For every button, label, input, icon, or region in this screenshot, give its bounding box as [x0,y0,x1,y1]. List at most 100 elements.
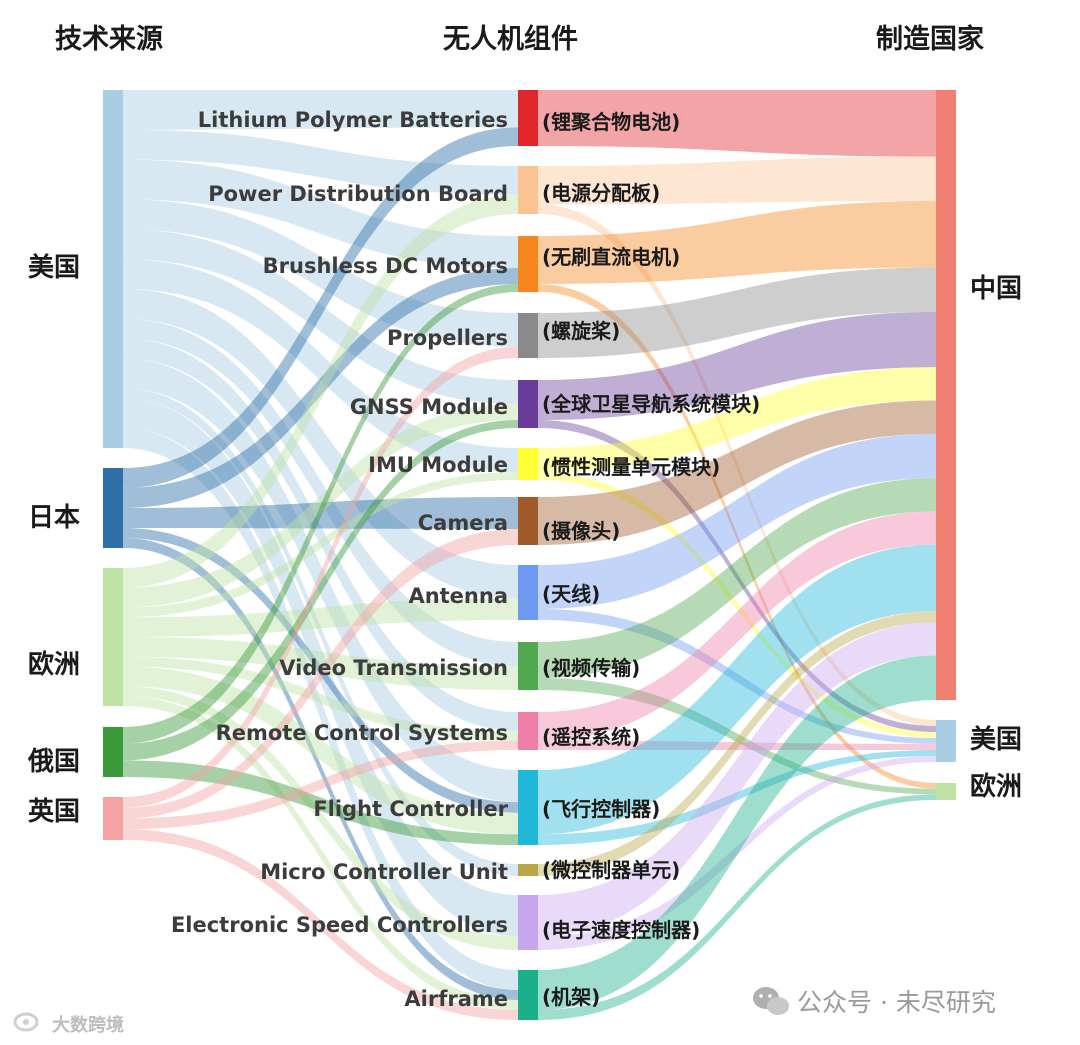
link-gnss-cn [538,311,936,420]
link-us-gnss [123,229,518,404]
link-us-vtx [123,318,518,666]
component-label-cn-gnss: (全球卫星导航系统模块) [542,392,760,416]
country-links [538,90,936,1020]
link-bldc-eu [538,284,936,789]
link-eu-frame [123,696,518,1010]
component-node-bldc [518,236,538,292]
component-label-lipo: Lithium Polymer Batteries [198,108,508,132]
link-eu-vtx [123,637,518,690]
link-us-pdb [123,129,518,195]
link-pdb-us [538,204,936,726]
link-imu-cn [538,367,936,472]
country-label-cn: 中国 [970,274,1022,304]
link-mcu-cn [538,611,936,876]
source-header: 技术来源 [55,24,163,55]
link-fc-us [538,750,936,845]
link-rc-cn [538,511,936,741]
country-node-cn [936,90,956,700]
component-label-imu: IMU Module [368,453,508,477]
link-uk-rc [123,740,518,830]
nodes [103,90,956,1020]
link-us-ant [123,288,518,598]
source-node-jp [103,468,123,548]
source-links [123,90,518,1020]
link-ant-us [538,609,936,744]
link-eu-imu [123,472,518,618]
link-ru-fc [123,760,518,845]
link-esc-cn [538,622,936,937]
link-us-rc [123,338,518,731]
link-eu-esc [123,686,518,950]
component-label-vtx: Video Transmission [279,656,508,680]
link-prop-cn [538,267,936,358]
source-node-ru [103,727,123,777]
source-label-eu: 欧洲 [28,649,80,680]
link-eu-gnss [123,404,518,608]
component-label-cam: Camera [418,511,508,535]
link-jp-bldc [123,268,518,508]
link-gnss-us [538,420,936,732]
country-label-us: 美国 [970,724,1022,755]
source-label-jp: 日本 [28,503,80,533]
link-ru-gnss [123,420,518,761]
component-label-gnss: GNSS Module [350,395,508,419]
component-label-fc: Flight Controller [313,797,508,821]
country-node-eu [936,783,956,800]
link-us-prop [123,199,518,347]
component-node-cam [518,497,538,545]
component-node-pdb [518,166,538,214]
component-label-cn-fc: (飞行控制器) [542,797,660,821]
link-uk-cam [123,529,518,819]
component-label-pdb: Power Distribution Board [208,182,508,206]
country-label-eu: 欧洲 [970,771,1022,802]
link-frame-cn [538,655,936,1010]
component-label-cn-rc: (遥控系统) [542,725,640,749]
component-node-ant [518,565,538,620]
component-label-mcu: Micro Controller Unit [260,860,508,884]
component-label-frame: Airframe [404,987,508,1011]
link-us-fc [123,358,518,803]
watermark: 公众号 · 未尽研究 [753,987,996,1017]
component-label-cn-prop: (螺旋桨) [542,319,620,343]
component-label-ant: Antenna [408,584,508,608]
link-bldc-cn [538,200,936,284]
link-jp-lipo [123,127,518,488]
link-imu-us [538,472,936,738]
link-jp-frame [123,538,518,1000]
source-label-ru: 俄国 [27,747,80,777]
link-fc-cn [538,544,936,835]
component-label-cn-esc: (电子速度控制器) [542,918,700,942]
link-jp-cam [123,497,518,529]
component-label-cn-bldc: (无刷直流电机) [542,245,680,269]
watermark-text: 公众号 · 未尽研究 [797,988,996,1017]
link-rc-us [538,740,936,750]
component-node-esc [518,895,538,950]
link-ant-cn [538,433,936,609]
link-us-esc [123,398,518,937]
link-lipo-cn [538,90,936,157]
component-node-lipo [518,90,538,146]
component-header: 无人机组件 [443,23,578,55]
link-us-frame [123,428,518,991]
component-label-cn-ant: (天线) [542,582,600,606]
source-label-uk: 英国 [28,797,80,827]
weibo-icon [13,1012,39,1032]
component-node-frame [518,970,538,1020]
country-header: 制造国家 [876,23,984,55]
component-label-cn-frame: (机架) [542,985,600,1009]
link-eu-pdb [123,194,518,588]
component-label-bldc: Brushless DC Motors [263,254,508,278]
component-label-esc: Electronic Speed Controllers [171,913,508,937]
source-node-us [103,90,123,448]
component-node-prop [518,313,538,358]
component-node-imu [518,448,538,480]
component-label-cn-lipo: (锂聚合物电池) [542,110,680,134]
link-us-imu [123,259,518,472]
link-uk-prop [123,346,518,808]
source-node-uk [103,797,123,840]
corner-watermark-text: 大数跨境 [52,1014,124,1036]
component-node-vtx [518,642,538,690]
link-frame-eu [538,794,936,1020]
